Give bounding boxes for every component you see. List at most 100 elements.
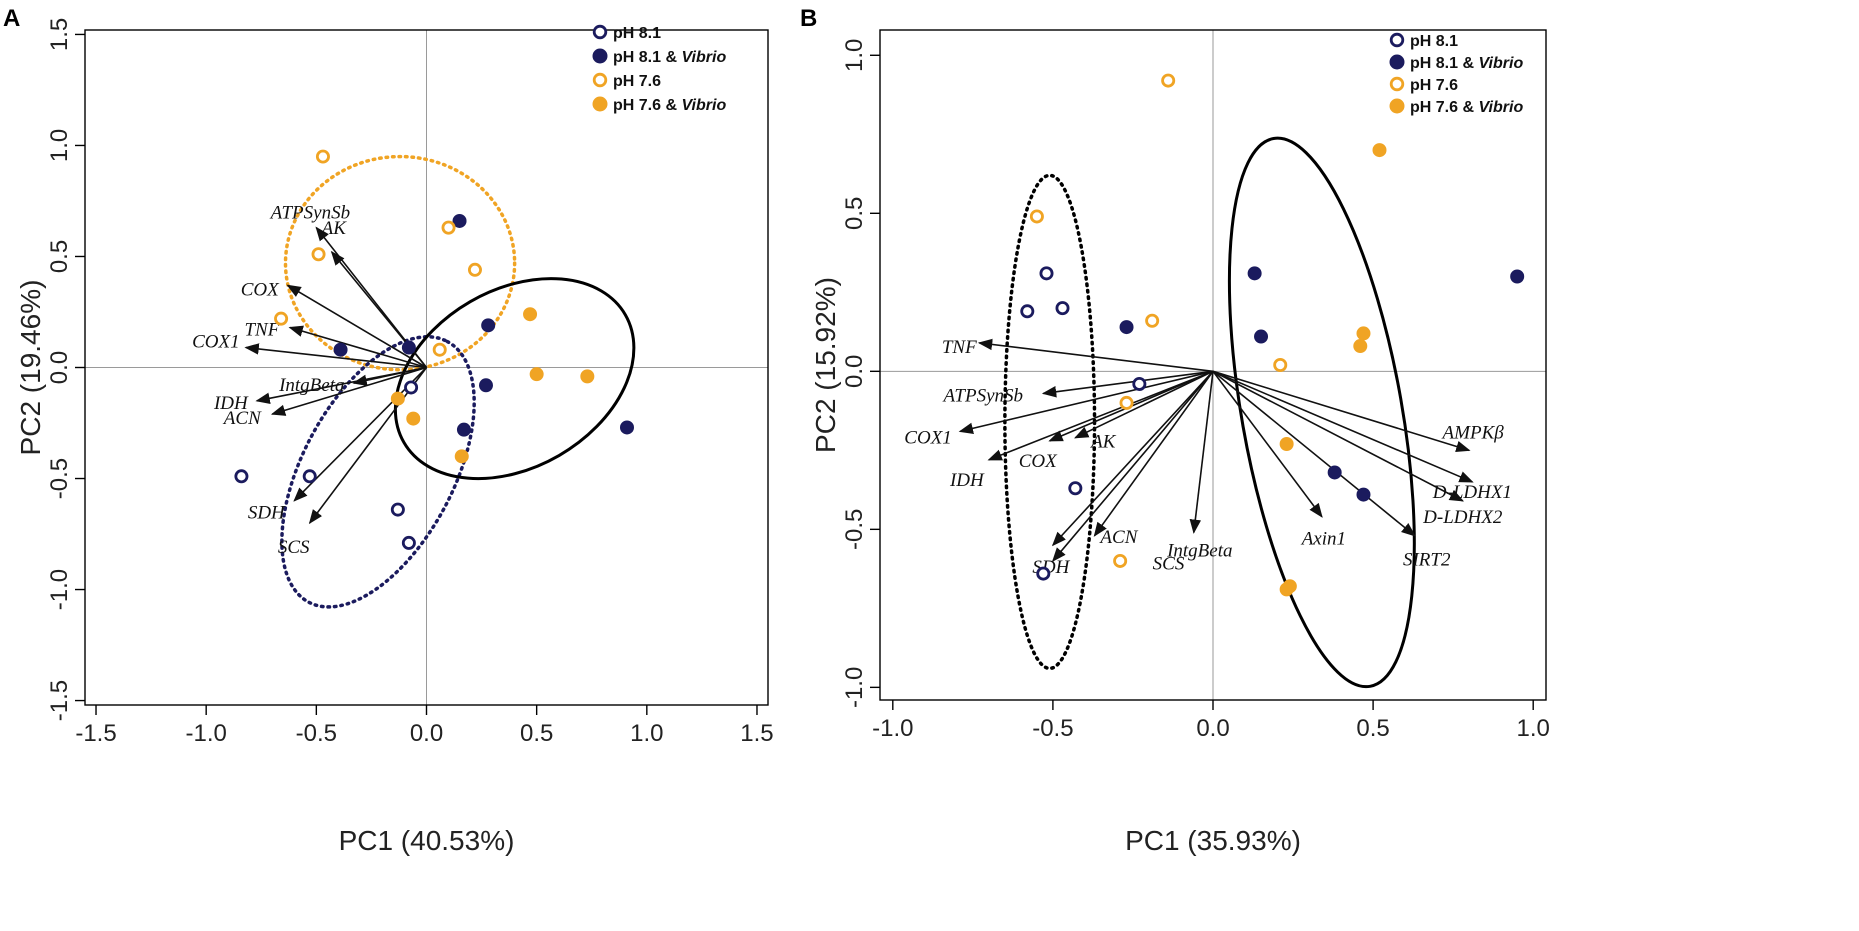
x-axis-title: PC1 (35.93%)	[1125, 825, 1301, 856]
point-ph-7-6-vibrio	[1353, 339, 1368, 354]
point-ph-7-6-vibrio	[1279, 582, 1294, 597]
loading-arrow-sirt2	[1212, 370, 1416, 537]
y-tick-label: -1.5	[46, 680, 73, 721]
legend: pH 8.1 pH 8.1 & Vibrio pH 7.6 pH 7.6 & Vibr…	[1389, 32, 1523, 116]
loading-arrow-scs	[1093, 370, 1214, 537]
legend-label: pH 7.6 & Vibrio	[1410, 99, 1523, 116]
loading-arrow-tnf	[977, 338, 1214, 373]
panel-letter: A	[3, 5, 20, 32]
loading-label-idh: IDH	[213, 393, 249, 414]
point-ph-7-6	[1145, 313, 1160, 328]
loading-label-intgbeta: IntgBeta	[278, 375, 344, 396]
point-ph-8-1-vibrio	[456, 422, 471, 437]
loading-label-cox1: COX1	[904, 427, 952, 448]
ellipse-group	[280, 154, 636, 609]
loading-label-intgbeta: IntgBeta	[1166, 541, 1232, 562]
loading-label-axin1: Axin1	[1300, 529, 1346, 550]
confidence-ellipse-ph-7-6	[283, 154, 517, 372]
legend-marker	[1389, 54, 1405, 70]
x-tick-label: -0.5	[1032, 715, 1073, 742]
y-axis-title: PC2 (15.92%)	[810, 277, 841, 453]
loading-arrow-scs	[308, 367, 428, 525]
point-ph-7-6	[315, 149, 330, 164]
ellipse-group	[1003, 136, 1416, 689]
point-ph-8-1	[234, 469, 249, 484]
point-ph-8-1	[1039, 266, 1054, 281]
loading-arrow-tnf	[288, 325, 427, 369]
point-ph-8-1	[302, 469, 317, 484]
loading-arrow-acn	[270, 366, 427, 416]
y-tick-label: 0.5	[46, 240, 73, 273]
loading-label-cox: COX	[1019, 451, 1058, 472]
y-tick-label: -0.5	[841, 509, 868, 550]
legend-label: pH 8.1	[613, 25, 661, 42]
legend-label-italic: Vibrio	[1478, 99, 1523, 116]
legend: pH 8.1 pH 8.1 & Vibrio pH 7.6 pH 7.6 & Vibr…	[592, 24, 726, 114]
legend-marker	[592, 72, 608, 88]
point-ph-7-6	[1029, 209, 1044, 224]
point-ph-7-6	[311, 247, 326, 262]
loading-arrow-d-ldhx2	[1212, 370, 1465, 502]
point-ph-8-1-vibrio	[401, 340, 416, 355]
legend-label-text: pH 7.6	[1410, 77, 1458, 94]
point-ph-7-6-vibrio	[406, 411, 421, 426]
point-ph-7-6	[1273, 357, 1288, 372]
point-ph-7-6-vibrio	[580, 369, 595, 384]
loading-label-idh: IDH	[949, 470, 985, 491]
y-tick-label: 0.5	[841, 197, 868, 230]
legend-marker	[592, 24, 608, 40]
loading-arrow-cox1	[958, 370, 1214, 434]
loading-arrow-ak	[1074, 370, 1214, 439]
x-axis-title: PC1 (40.53%)	[339, 825, 515, 856]
loading-arrow-ampk-	[1212, 370, 1471, 453]
legend-label-text: pH 8.1	[613, 25, 661, 42]
point-ph-8-1	[1036, 566, 1051, 581]
loading-arrow-cox1	[244, 343, 427, 369]
x-tick-label: 0.5	[1356, 715, 1389, 742]
point-ph-8-1-vibrio	[1510, 269, 1525, 284]
loading-arrow-idh	[987, 370, 1214, 461]
point-ph-7-6-vibrio	[1279, 437, 1294, 452]
point-ph-8-1	[1132, 376, 1147, 391]
point-ph-8-1	[1020, 304, 1035, 319]
loading-label-sirt2: SIRT2	[1403, 550, 1451, 571]
confidence-ellipse-vibrio	[393, 277, 636, 481]
legend-label: pH 8.1 & Vibrio	[1410, 55, 1523, 72]
point-ph-8-1-vibrio	[478, 378, 493, 393]
x-tick-label: 1.0	[630, 720, 663, 747]
loading-label-ampk-: AMPKβ	[1441, 422, 1505, 443]
x-tick-label: 0.5	[520, 720, 553, 747]
legend-label: pH 8.1 & Vibrio	[613, 49, 726, 66]
x-tick-label: -1.0	[872, 715, 913, 742]
loading-label-atpsynsb: ATPSynSb	[942, 385, 1024, 406]
loading-label-d-ldhx1: D-LDHX1	[1432, 482, 1512, 503]
y-tick-label: 1.5	[46, 18, 73, 51]
point-ph-8-1-vibrio	[1327, 465, 1342, 480]
loading-arrow-acn	[1051, 370, 1214, 547]
y-tick-label: 1.0	[841, 39, 868, 72]
loading-label-cox1: COX1	[192, 332, 240, 353]
confidence-ellipse-vibrio	[1227, 136, 1416, 689]
loading-label-atpsynsb: ATPSynSb	[269, 203, 351, 224]
loading-arrow-intgbeta	[1189, 371, 1214, 534]
point-ph-8-1	[1055, 301, 1070, 316]
loading-label-tnf: TNF	[942, 337, 977, 358]
point-ph-7-6-vibrio	[390, 391, 405, 406]
loading-label-ak: AK	[320, 218, 348, 239]
x-tick-label: 0.0	[410, 720, 443, 747]
y-axis-title: PC2 (19.46%)	[15, 280, 46, 456]
loading-label-sdh: SDH	[248, 503, 286, 524]
y-tick-label: -1.0	[841, 667, 868, 708]
point-ph-8-1	[401, 535, 416, 550]
legend-marker	[1389, 98, 1405, 114]
x-tick-label: 1.5	[740, 720, 773, 747]
loading-label-scs: SCS	[278, 537, 310, 558]
point-ph-8-1-vibrio	[452, 213, 467, 228]
legend-label: pH 7.6	[613, 73, 661, 90]
legend-label-italic: Vibrio	[1478, 55, 1523, 72]
loading-arrow-sdh	[1051, 370, 1214, 563]
loading-label-tnf: TNF	[244, 320, 279, 341]
